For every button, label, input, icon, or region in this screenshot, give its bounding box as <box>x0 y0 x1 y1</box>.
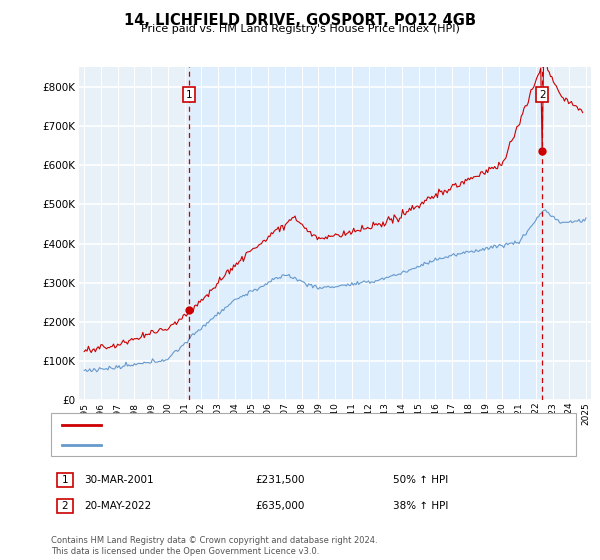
Text: 30-MAR-2001: 30-MAR-2001 <box>84 475 154 485</box>
Text: 1: 1 <box>185 90 192 100</box>
Text: 20-MAY-2022: 20-MAY-2022 <box>84 501 151 511</box>
Bar <box>189 67 542 400</box>
Text: £231,500: £231,500 <box>255 475 305 485</box>
Text: 38% ↑ HPI: 38% ↑ HPI <box>393 501 448 511</box>
Text: 14, LICHFIELD DRIVE, GOSPORT, PO12 4GB: 14, LICHFIELD DRIVE, GOSPORT, PO12 4GB <box>124 13 476 28</box>
Text: HPI: Average price, detached house, Gosport: HPI: Average price, detached house, Gosp… <box>108 440 332 450</box>
Text: Price paid vs. HM Land Registry's House Price Index (HPI): Price paid vs. HM Land Registry's House … <box>140 24 460 34</box>
Text: 50% ↑ HPI: 50% ↑ HPI <box>393 475 448 485</box>
Text: 2: 2 <box>539 90 545 100</box>
Text: 1: 1 <box>61 475 68 485</box>
Text: 2: 2 <box>61 501 68 511</box>
Text: £635,000: £635,000 <box>255 501 304 511</box>
Text: Contains HM Land Registry data © Crown copyright and database right 2024.
This d: Contains HM Land Registry data © Crown c… <box>51 536 377 556</box>
Text: 14, LICHFIELD DRIVE, GOSPORT, PO12 4GB (detached house): 14, LICHFIELD DRIVE, GOSPORT, PO12 4GB (… <box>108 419 413 430</box>
